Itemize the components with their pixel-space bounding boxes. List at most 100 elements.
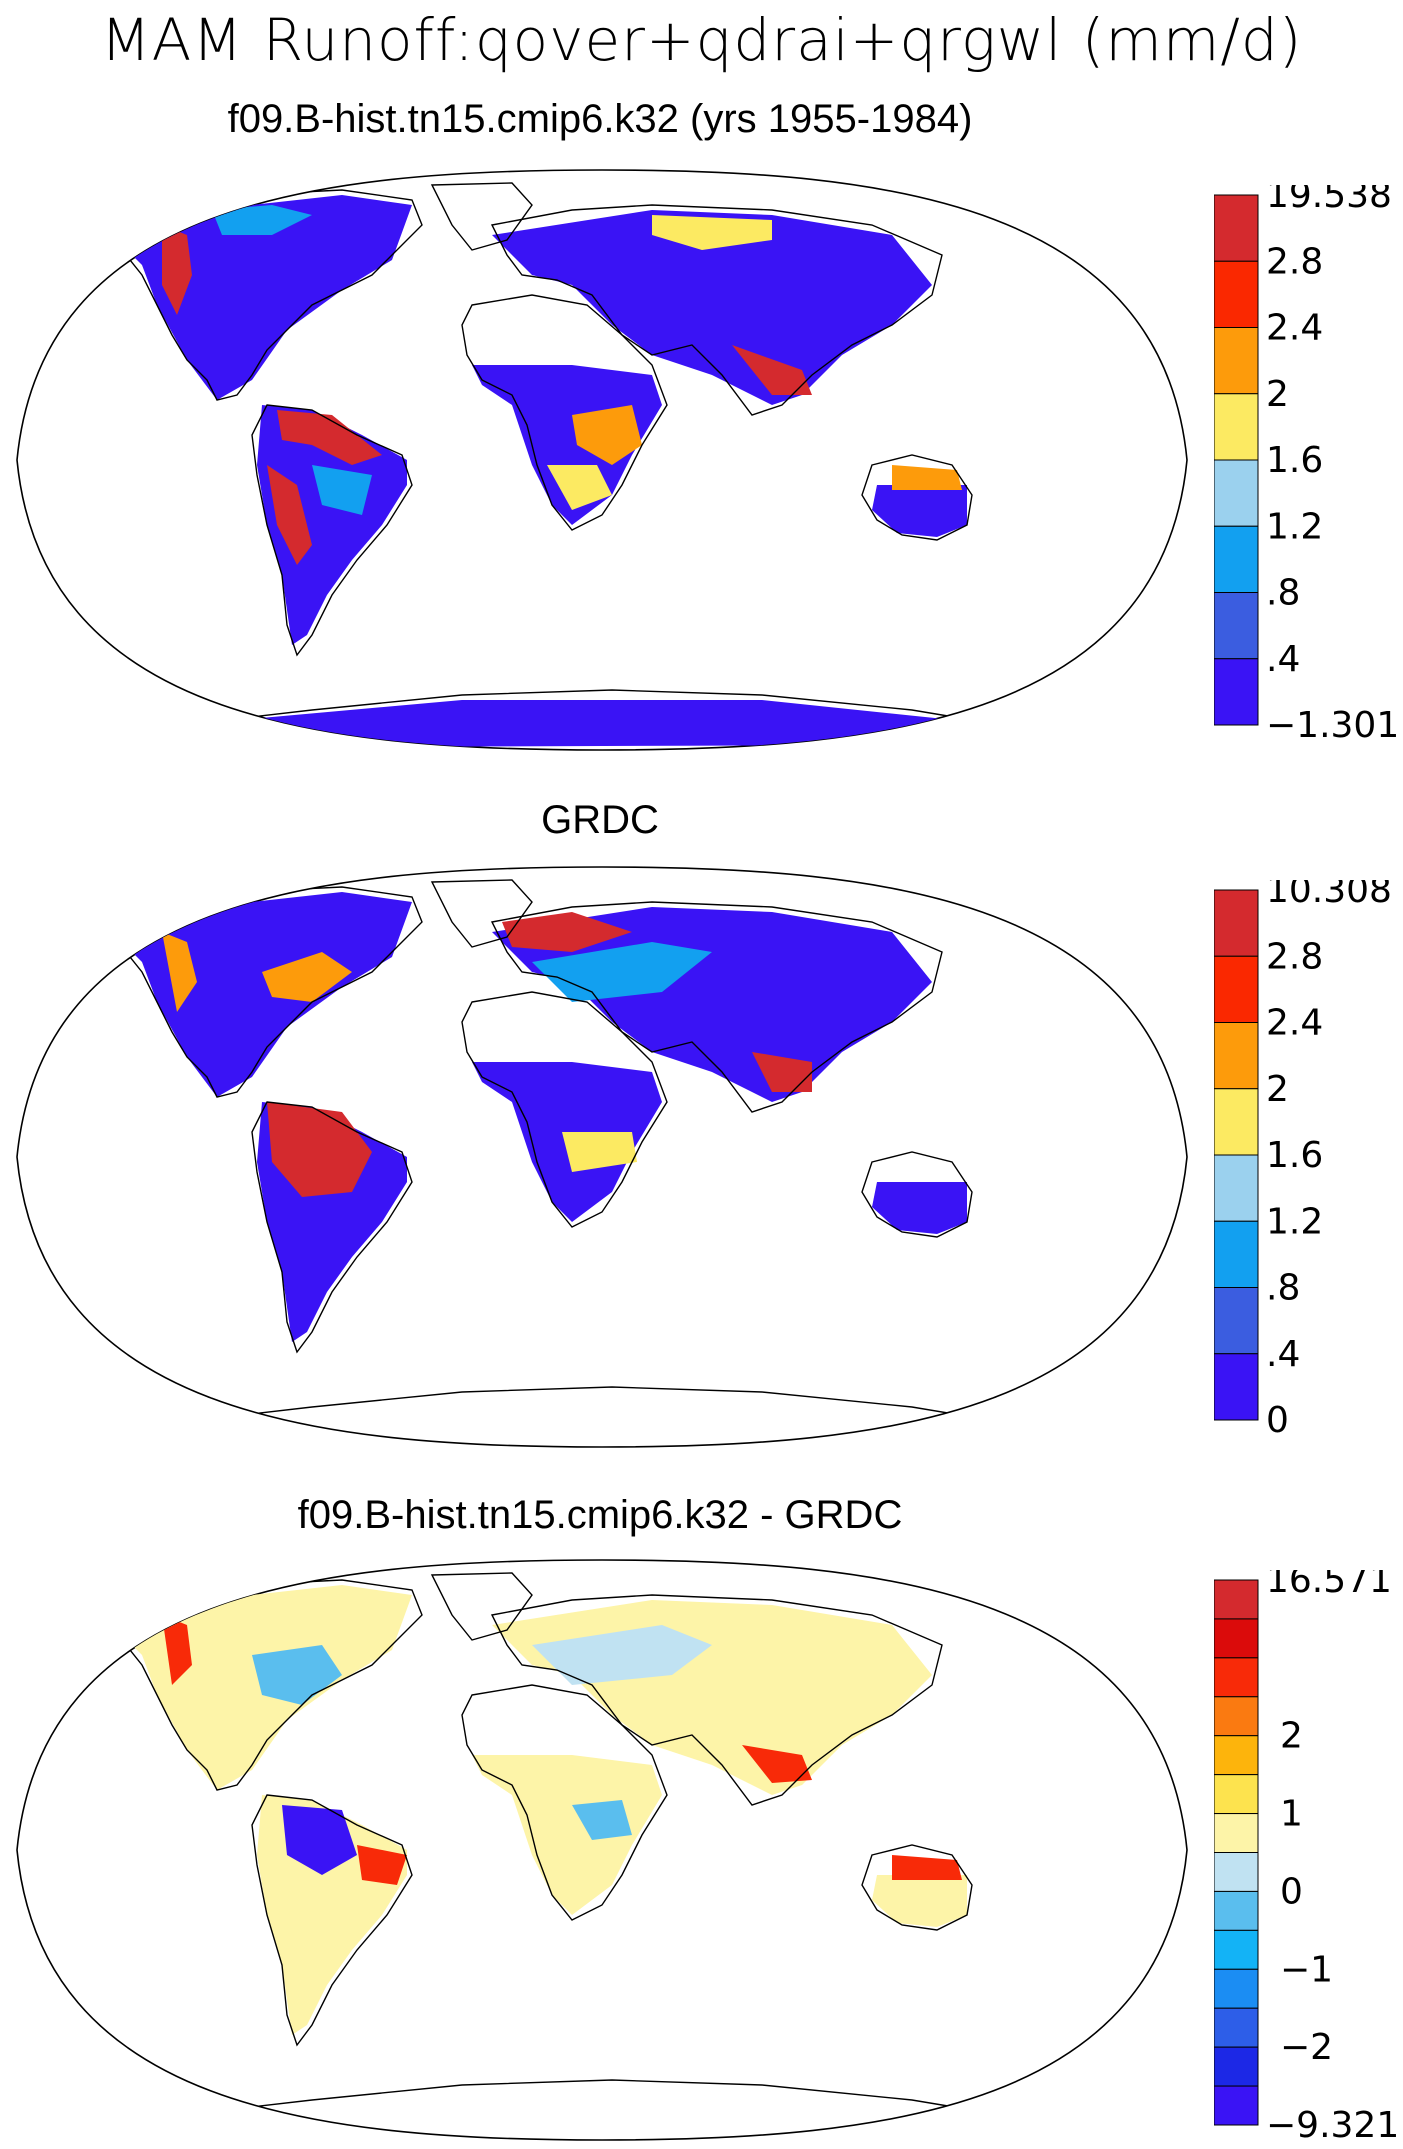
colorbar-tick-label: 2: [1280, 1716, 1303, 1757]
colorbar-tick-label: .4: [1266, 1334, 1300, 1375]
coastline-north-america: [90, 886, 423, 1098]
colorbar-model: −1.301 .4 .8 1.2 1.6 2 2.4 2.8 19.538: [1214, 185, 1399, 745]
coastline-greenland: [430, 182, 533, 251]
map-obs: [16, 866, 1188, 1448]
field-patch: [472, 1755, 662, 1915]
coastline-eurasia: [490, 204, 943, 416]
coastline-antarctica: [181, 1386, 1003, 1447]
coastline-antarctica: [181, 2079, 1003, 2140]
colorbar-tick-label: 2: [1266, 1069, 1289, 1110]
colorbar-box: [1214, 592, 1259, 660]
colorbar-box: [1214, 889, 1259, 957]
field-patch: [872, 1182, 967, 1234]
field-patch: [492, 210, 932, 405]
colorbar-box: [1214, 525, 1259, 593]
field-patch: [162, 225, 192, 315]
field-patch: [742, 1745, 812, 1783]
colorbar-box: [1214, 1929, 1259, 1970]
coastline-south-america: [251, 404, 413, 657]
field-patch: [312, 465, 372, 515]
colorbar-box: [1214, 1774, 1259, 1815]
colorbar-tick-label: .4: [1266, 639, 1300, 680]
colorbar-tick-label: 1.6: [1266, 1135, 1323, 1176]
field-patch: [502, 912, 632, 952]
map-model: [16, 169, 1188, 751]
colorbar-tick-label: 10.308: [1266, 880, 1392, 911]
coastline-australia: [861, 454, 973, 541]
colorbar-box: [1214, 1353, 1259, 1421]
colorbar-box: [1214, 393, 1259, 461]
colorbar-tick-label: 19.538: [1266, 185, 1392, 216]
colorbar-tick-label: .8: [1266, 573, 1300, 614]
map-diff: [16, 1559, 1188, 2141]
coastline-africa: [461, 294, 668, 531]
colorbar-tick-label: −1: [1280, 1949, 1333, 1990]
field-patch: [732, 345, 812, 395]
field-patch: [532, 1625, 712, 1685]
colorbar-tick-label: 2: [1266, 374, 1289, 415]
colorbar-box: [1214, 194, 1259, 262]
colorbar-tick-label: 2.4: [1266, 1003, 1323, 1044]
colorbar-box: [1214, 1852, 1259, 1892]
colorbar-box: [1214, 2046, 1259, 2087]
colorbar-tick-label: 16.571: [1266, 1570, 1392, 1601]
colorbar-tick-label: 2.8: [1266, 241, 1323, 282]
field-patch: [892, 465, 962, 490]
field-patch: [212, 205, 312, 235]
coastline-eurasia: [490, 901, 943, 1113]
field-patch: [162, 932, 197, 1012]
colorbar-box: [1214, 2007, 1259, 2048]
colorbar-tick-label: 1.2: [1266, 1201, 1323, 1242]
colorbar-tick-label: 1: [1280, 1794, 1303, 1835]
colorbar-box: [1214, 1890, 1259, 1931]
figure-title: MAM Runoff:qover+qdrai+qrgwl (mm/d): [100, 6, 1303, 74]
field-patch: [122, 892, 412, 1097]
field-patch: [532, 942, 712, 1002]
coastline-africa: [461, 1684, 668, 1921]
colorbar-tick-label: 1.6: [1266, 440, 1323, 481]
colorbar-box: [1214, 1022, 1259, 1090]
colorbar-box: [1214, 658, 1259, 726]
field-patch: [252, 1645, 342, 1705]
colorbar-box: [1214, 955, 1259, 1023]
coastline-antarctica: [181, 689, 1003, 750]
colorbar-tick-label: 2.8: [1266, 936, 1323, 977]
colorbar-box: [1214, 1657, 1259, 1698]
coastline-north-america: [90, 189, 423, 401]
colorbar-box: [1214, 1696, 1259, 1737]
colorbar-tick-label: −1.301: [1266, 705, 1399, 745]
field-patch: [572, 405, 642, 465]
colorbar-box: [1214, 1579, 1259, 1620]
field-patch: [262, 952, 352, 1002]
colorbar-tick-label: −2: [1280, 2027, 1333, 2068]
coastline-australia: [861, 1151, 973, 1238]
panel-title-model: f09.B-hist.tn15.cmip6.k32 (yrs 1955-1984…: [227, 97, 973, 141]
coastline-australia: [861, 1844, 973, 1931]
colorbar-box: [1214, 1088, 1259, 1156]
field-patch: [547, 465, 612, 510]
coastline-eurasia: [490, 1594, 943, 1806]
panel-title-diff: f09.B-hist.tn15.cmip6.k32 - GRDC: [297, 1493, 903, 1537]
field-patch: [357, 1845, 407, 1885]
field-patch: [122, 195, 412, 400]
colorbar-box: [1214, 1154, 1259, 1222]
field-patch: [182, 700, 1002, 747]
field-patch: [572, 1800, 632, 1840]
coastline-north-america: [90, 1579, 423, 1791]
colorbar-tick-label: 0: [1266, 1400, 1289, 1440]
field-patch: [277, 410, 382, 465]
colorbar-box: [1214, 327, 1259, 395]
field-patch: [872, 1875, 967, 1927]
colorbar-box: [1214, 1968, 1259, 2009]
colorbar-box: [1214, 1287, 1259, 1355]
field-patch: [652, 215, 772, 250]
colorbar-diff: −9.321 16.571 −2 −1 0 1 2: [1214, 1570, 1399, 2145]
coastline-greenland: [430, 879, 533, 948]
field-patch: [162, 1615, 192, 1685]
colorbar-tick-label: −9.321: [1266, 2105, 1399, 2145]
field-patch: [752, 1052, 812, 1092]
colorbar-box: [1214, 1813, 1259, 1853]
field-patch: [562, 1132, 637, 1172]
coastline-south-america: [251, 1794, 413, 2047]
colorbar-box: [1214, 2085, 1259, 2126]
